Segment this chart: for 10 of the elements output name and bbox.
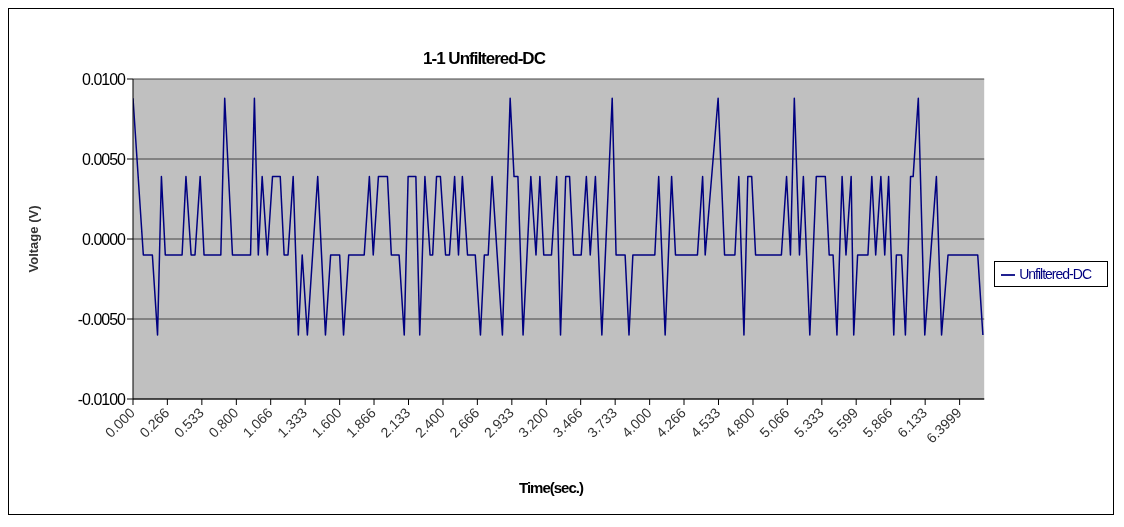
x-axis-title: Time(sec.) <box>518 479 585 496</box>
y-tick-label: -0.0050 <box>77 310 127 328</box>
y-tick-label: 0.0050 <box>82 150 127 168</box>
line-series <box>133 97 984 336</box>
y-axis-title: Voltage (V) <box>25 205 41 273</box>
y-tick-label: 0.0000 <box>82 230 127 248</box>
y-tick-label: -0.0100 <box>77 390 127 408</box>
y-tick-label: 0.0100 <box>82 70 127 88</box>
legend-label: Unfiltered-DC <box>1019 265 1091 282</box>
chart-title: 1-1 Unfiltered-DC <box>422 49 547 69</box>
